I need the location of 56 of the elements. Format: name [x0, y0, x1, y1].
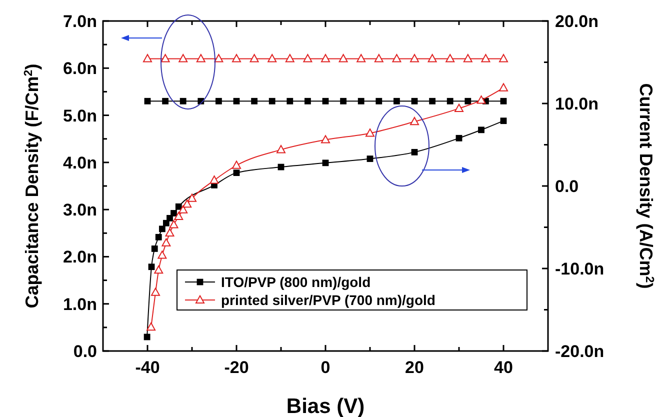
y-tick-label: 2.0n — [62, 248, 97, 267]
point — [232, 160, 241, 169]
point — [169, 220, 178, 228]
x-tick-label: 0 — [320, 358, 330, 377]
point — [499, 83, 508, 92]
y-tick-label: 3.0n — [62, 200, 97, 220]
point — [158, 226, 166, 232]
x-tick-label: 20 — [405, 358, 424, 377]
point — [476, 96, 486, 104]
y2-tick-label: -20.0n — [555, 342, 604, 361]
y-tick-label: 6.0n — [62, 59, 97, 78]
x-axis-title: Bias (V) — [286, 395, 365, 417]
point — [410, 116, 419, 126]
point — [144, 334, 150, 340]
point — [321, 135, 330, 144]
point — [166, 214, 173, 222]
point — [170, 210, 177, 216]
point — [478, 126, 484, 134]
point — [366, 128, 374, 137]
point — [165, 228, 174, 237]
y2-tick-label: 10.0n — [555, 94, 598, 114]
point — [188, 194, 196, 202]
point — [210, 176, 219, 184]
point — [151, 246, 158, 252]
y2-tick-label: 20.0n — [555, 12, 598, 31]
y-tick-label: 1.0n — [62, 294, 97, 314]
point — [174, 212, 184, 220]
legend-label: ITO/PVP (800 nm)/gold — [221, 274, 371, 290]
point — [178, 205, 188, 214]
y-tick-label: 5.0n — [62, 106, 97, 126]
point — [155, 234, 162, 240]
point — [154, 265, 164, 274]
point — [322, 160, 329, 166]
point — [151, 288, 160, 296]
point — [158, 250, 167, 259]
x-tick-label: 40 — [494, 358, 513, 377]
point — [276, 145, 286, 154]
point — [148, 264, 155, 270]
point — [162, 238, 171, 246]
point — [454, 104, 464, 112]
point — [366, 156, 374, 162]
point — [456, 134, 462, 142]
x-tick-label: -40 — [135, 358, 160, 377]
point — [500, 118, 507, 124]
point — [182, 199, 192, 208]
y-tick-label: 4.0n — [62, 153, 97, 172]
x-tick-label: -20 — [224, 358, 249, 377]
point — [175, 203, 182, 210]
y-tick-label: 0.0 — [73, 342, 97, 361]
point — [233, 170, 240, 176]
legend-label: printed silver/PVP (700 nm)/gold — [221, 292, 436, 308]
y-tick-label: 7.0n — [62, 12, 97, 31]
point — [146, 322, 156, 331]
point — [411, 148, 418, 156]
y2-tick-label: -10.0n — [555, 260, 604, 278]
y2-tick-label: 0.0 — [555, 177, 579, 196]
